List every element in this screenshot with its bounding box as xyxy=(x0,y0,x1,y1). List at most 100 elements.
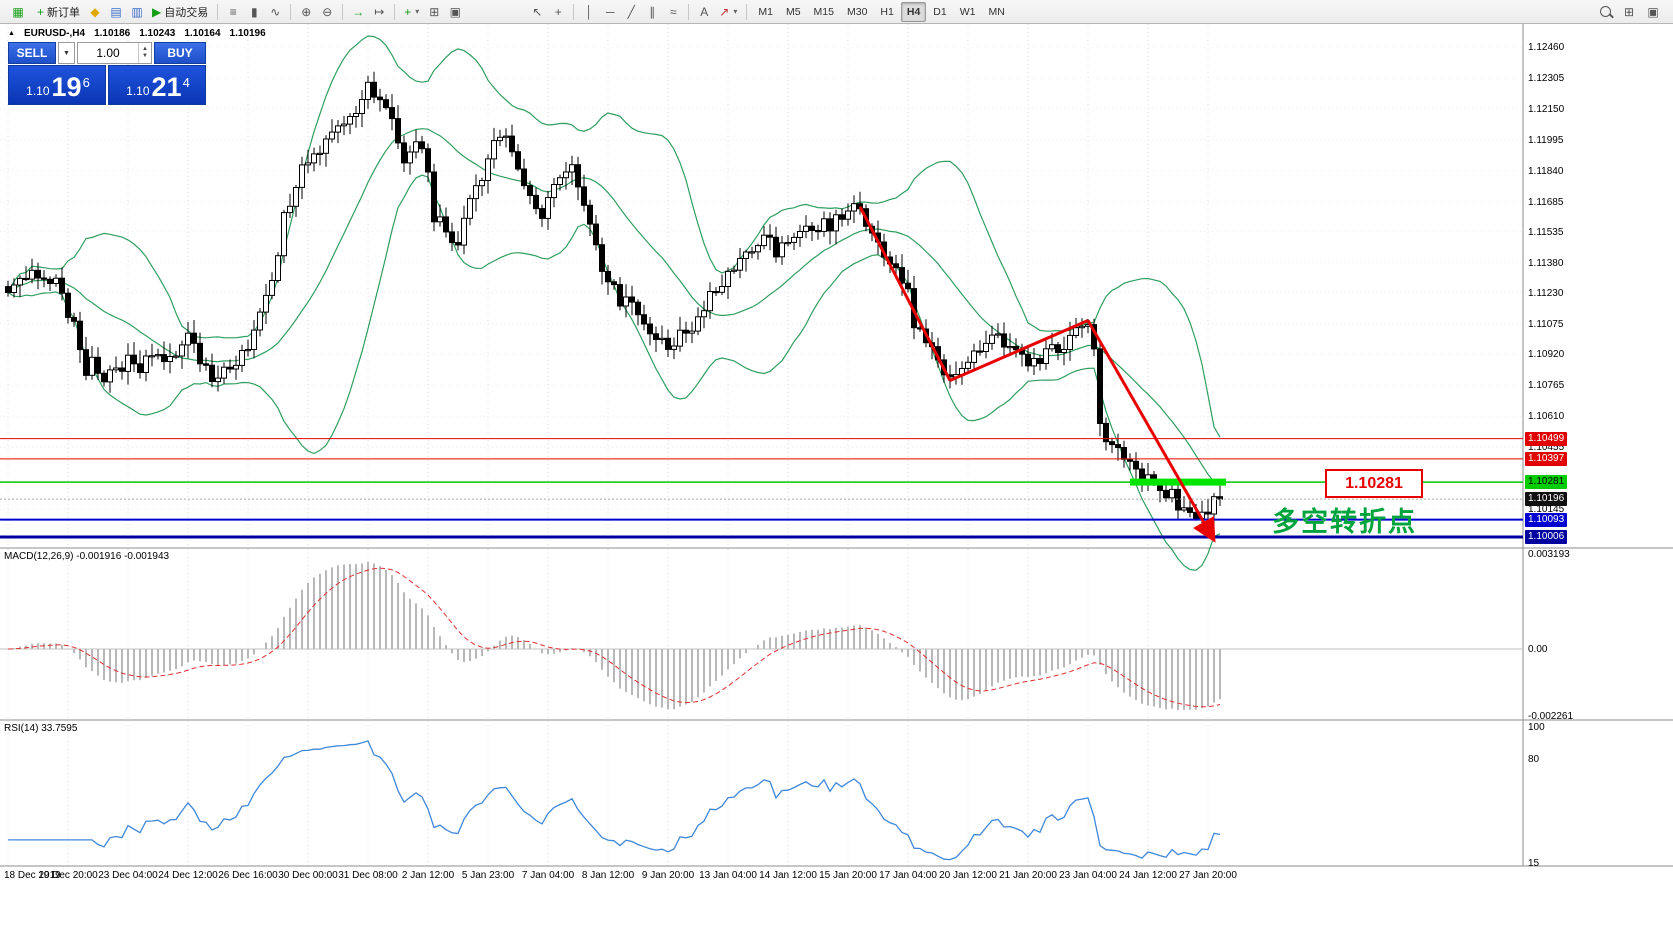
timeframe-m30[interactable]: M30 xyxy=(841,2,873,22)
macd-indicator xyxy=(0,562,1523,710)
toolbar-separator xyxy=(746,3,748,20)
timeframe-m15[interactable]: M15 xyxy=(808,2,840,22)
candlestick-chart-icon: ▮ xyxy=(250,4,258,19)
vertical-line-button[interactable]: │ xyxy=(579,2,599,22)
support-highlight[interactable] xyxy=(1130,478,1226,486)
data-window-icon: ▤ xyxy=(110,4,122,19)
turning-point-annotation[interactable]: 多空转折点 xyxy=(1272,507,1417,537)
market-watch-button[interactable]: ◆ xyxy=(85,2,105,22)
arrows-tool-button[interactable]: ↗ ▾ xyxy=(715,2,741,22)
volume-stepper[interactable]: ▲ ▼ xyxy=(138,43,151,63)
tile-windows-icon: ⊞ xyxy=(429,4,440,19)
zoom-in-icon: ⊕ xyxy=(301,4,312,19)
panel-separator-macd[interactable] xyxy=(0,546,1523,550)
toolbar-separator xyxy=(290,3,292,20)
text-tool-button[interactable]: A xyxy=(694,2,714,22)
zoom-out-button[interactable]: ⊖ xyxy=(317,2,337,22)
buy-button[interactable]: BUY xyxy=(154,42,206,64)
cursor-icon: ↖ xyxy=(532,4,543,19)
horizontal-levels[interactable] xyxy=(0,438,1523,539)
buy-price-panel[interactable]: 1.10 21 4 xyxy=(108,65,206,105)
indicators-button[interactable]: + ▾ xyxy=(400,2,423,22)
timeframe-m5[interactable]: M5 xyxy=(780,2,807,22)
bollinger-bands xyxy=(7,35,1221,571)
timeframe-mn[interactable]: MN xyxy=(982,2,1010,22)
sell-price-pip: 6 xyxy=(82,75,90,90)
buy-price-prefix: 1.10 xyxy=(126,84,150,98)
zoom-in-button[interactable]: ⊕ xyxy=(296,2,316,22)
navigator-icon: ▥ xyxy=(131,4,143,19)
volume-up-icon[interactable]: ▲ xyxy=(142,46,148,52)
zoom-out-icon: ⊖ xyxy=(322,4,333,19)
window-restore-icon: ▣ xyxy=(1647,4,1659,19)
market-watch-icon: ◆ xyxy=(90,4,100,19)
window-restore-button[interactable]: ▣ xyxy=(1643,2,1663,22)
data-window-button[interactable]: ▤ xyxy=(106,2,126,22)
panel-borders xyxy=(0,24,1673,867)
trendline-button[interactable]: ╱ xyxy=(621,2,641,22)
fibonacci-icon: ≈ xyxy=(669,4,677,19)
cascade-windows-button[interactable]: ▣ xyxy=(445,2,465,22)
rsi-indicator xyxy=(8,740,1221,861)
toolbar: ▦ + 新订单 ◆ ▤ ▥ ▶ 自动交易 ≡ ▮ ∿ ⊕ ⊖ → ↦ + ▾ ⊞ … xyxy=(0,0,1673,24)
bar-chart-button[interactable]: ≡ xyxy=(223,2,243,22)
toolbar-separator xyxy=(217,3,219,20)
search-button[interactable] xyxy=(1595,2,1615,22)
volume-down-icon[interactable]: ▼ xyxy=(142,53,148,59)
time-scale[interactable] xyxy=(0,866,1523,890)
caret-icon: ▾ xyxy=(415,7,420,16)
crosshair-icon: + xyxy=(554,4,562,19)
text-tool-icon: A xyxy=(700,4,709,19)
auto-trading-label: 自动交易 xyxy=(164,6,209,19)
new-order-icon: + xyxy=(37,4,45,19)
buy-price-big: 21 xyxy=(151,72,182,102)
app-icon: ▦ xyxy=(12,4,24,19)
chart-shift-button[interactable]: ↦ xyxy=(369,2,389,22)
auto-scroll-icon: → xyxy=(352,4,365,19)
toolbar-separator xyxy=(342,3,344,20)
line-chart-button[interactable]: ∿ xyxy=(265,2,285,22)
candlestick-chart-button[interactable]: ▮ xyxy=(244,2,264,22)
sell-button[interactable]: SELL xyxy=(8,42,56,64)
auto-scroll-button[interactable]: → xyxy=(348,2,368,22)
navigator-button[interactable]: ▥ xyxy=(127,2,147,22)
horizontal-line-icon: ─ xyxy=(606,4,615,19)
cascade-windows-icon: ▣ xyxy=(449,4,461,19)
volume-value: 1.00 xyxy=(96,46,120,60)
timeframe-w1[interactable]: W1 xyxy=(954,2,982,22)
toolbar-separator xyxy=(573,3,575,20)
crosshair-button[interactable]: + xyxy=(548,2,568,22)
vertical-line-icon: │ xyxy=(585,4,594,19)
price-scale[interactable] xyxy=(1523,24,1673,866)
timeframe-h4[interactable]: H4 xyxy=(900,1,927,22)
sell-price-prefix: 1.10 xyxy=(26,84,50,98)
timeframe-d1[interactable]: D1 xyxy=(927,2,952,22)
window-list-button[interactable]: ⊞ xyxy=(1619,2,1639,22)
sell-price-big: 19 xyxy=(51,72,82,102)
volume-input[interactable]: 1.00 ▲ ▼ xyxy=(77,42,152,64)
cursor-button[interactable]: ↖ xyxy=(527,2,547,22)
price-annotation-box[interactable]: 1.10281 xyxy=(1325,469,1423,498)
timeframe-h1[interactable]: H1 xyxy=(874,2,899,22)
timeframe-m1[interactable]: M1 xyxy=(752,2,779,22)
auto-trading-button[interactable]: ▶ 自动交易 xyxy=(148,2,212,22)
sell-price-panel[interactable]: 1.10 19 6 xyxy=(8,65,106,105)
tile-windows-button[interactable]: ⊞ xyxy=(424,2,444,22)
toolbar-separator xyxy=(394,3,396,20)
fibonacci-button[interactable]: ≈ xyxy=(663,2,683,22)
panel-separator-rsi[interactable] xyxy=(0,718,1523,722)
toolbar-separator xyxy=(688,3,690,20)
bar-chart-icon: ≡ xyxy=(229,4,237,19)
volume-dropdown-button[interactable]: ▼ xyxy=(58,42,75,64)
channel-button[interactable]: ∥ xyxy=(642,2,662,22)
caret-icon: ▾ xyxy=(733,7,738,16)
timeframe-group: M1 M5 M15 M30 H1 H4 D1 W1 MN xyxy=(752,1,1010,22)
horizontal-line-button[interactable]: ─ xyxy=(600,2,620,22)
channel-icon: ∥ xyxy=(649,4,656,19)
trendlines[interactable] xyxy=(858,206,1216,543)
new-order-button[interactable]: + 新订单 xyxy=(33,2,84,22)
arrows-tool-icon: ↗ xyxy=(719,4,730,19)
line-chart-icon: ∿ xyxy=(270,4,281,19)
